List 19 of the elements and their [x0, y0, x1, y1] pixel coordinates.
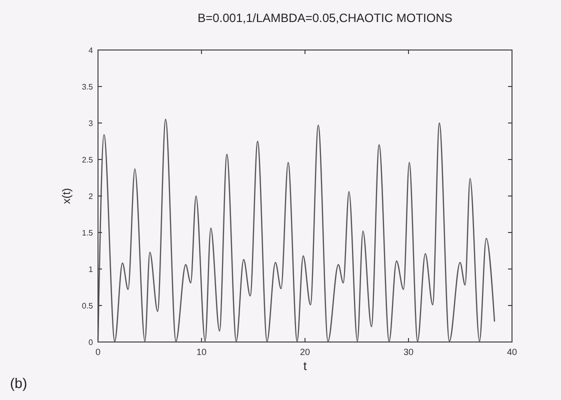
x-tick-label: 40	[506, 347, 518, 357]
y-tick-label: 2.5	[82, 156, 94, 164]
y-tick-label: 0.5	[82, 302, 94, 310]
x-tick-label: 10	[196, 347, 207, 357]
y-tick-label: 4	[88, 46, 94, 55]
line-series	[97, 118, 496, 342]
y-tick-label: 3	[88, 119, 94, 128]
x-tick-label: 0	[95, 347, 101, 357]
y-tick-label: 1.5	[82, 228, 94, 238]
text: (b)	[10, 375, 28, 391]
x-tick-label: 20	[300, 347, 310, 357]
y-axis-title: x(t)	[61, 188, 73, 204]
y-tick-label: 1	[88, 265, 94, 274]
chart-title: B=0.001,1/LAMBDA=0.05,CHAOTIC MOTIONS	[198, 11, 452, 25]
y-tick-label: 0	[88, 338, 94, 347]
x-axis-title: t	[303, 359, 308, 373]
y-tick-label: 3.5	[82, 82, 94, 92]
y-tick-label: 2	[88, 192, 94, 201]
x-tick-label: 30	[403, 347, 414, 357]
